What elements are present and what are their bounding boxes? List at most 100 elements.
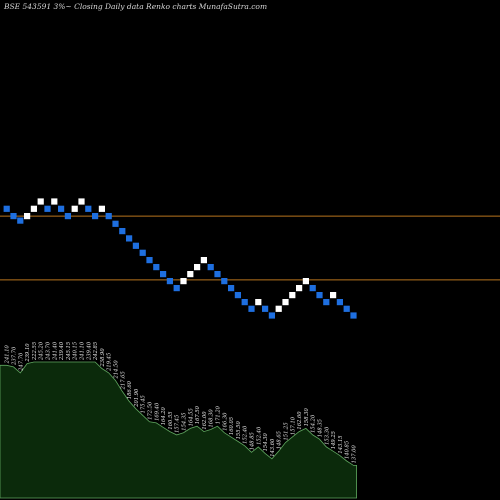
renko-brick [51, 198, 58, 205]
renko-brick [173, 285, 180, 292]
renko-brick [248, 305, 255, 312]
renko-brick [44, 205, 51, 212]
volume-area [0, 361, 357, 499]
renko-brick [241, 299, 248, 306]
brick-value-label: 214.50 [114, 360, 120, 380]
brick-value-label: 162.60 [297, 411, 303, 430]
brick-value-label: 166.30 [222, 412, 228, 431]
brick-value-label: 149.25 [331, 431, 337, 449]
brick-value-label: 172.50 [148, 401, 154, 420]
renko-brick [221, 278, 228, 285]
brick-value-label: 143.15 [338, 435, 344, 453]
renko-brick [282, 299, 289, 306]
brick-value-label: 151.25 [284, 422, 290, 440]
level-lines [0, 215, 500, 281]
brick-value-label: 237.70 [12, 346, 18, 366]
brick-value-label: 240.15 [73, 342, 79, 361]
renko-brick [228, 285, 235, 292]
renko-brick [194, 264, 201, 271]
brick-value-label: 154.35 [182, 413, 188, 431]
renko-brick [24, 213, 31, 220]
brick-value-label: 160.05 [229, 417, 235, 435]
brick-value-label: 148.65 [277, 431, 283, 449]
renko-bricks [3, 198, 357, 319]
renko-brick [139, 249, 146, 256]
brick-value-label: 239.10 [25, 343, 31, 363]
renko-brick [37, 198, 44, 205]
renko-brick [85, 205, 92, 212]
brick-value-label: 222.55 [32, 342, 38, 361]
renko-brick [207, 264, 214, 271]
renko-brick [309, 285, 316, 292]
renko-brick [146, 257, 153, 264]
renko-brick [126, 235, 133, 242]
brick-value-label: 160.55 [168, 411, 174, 429]
brick-value-label: 239.40 [59, 341, 65, 361]
renko-brick [166, 278, 173, 285]
renko-brick [316, 292, 323, 299]
renko-brick [160, 271, 167, 278]
renko-brick [132, 242, 139, 249]
brick-value-label: 241.10 [5, 344, 11, 364]
brick-value-label: 154.30 [263, 433, 269, 452]
volume-path [0, 361, 357, 499]
renko-brick [350, 312, 357, 319]
brick-value-label: 175.45 [141, 395, 147, 413]
brick-value-label: 152.40 [256, 426, 262, 445]
brick-value-label: 157.10 [290, 416, 296, 435]
brick-value-label: 137.00 [352, 445, 358, 464]
brick-value-label: 143.60 [270, 438, 276, 457]
brick-value-label: 245.20 [39, 341, 45, 361]
renko-brick [234, 292, 241, 299]
brick-value-label: 217.65 [120, 371, 126, 390]
renko-brick [302, 278, 309, 285]
renko-brick [30, 205, 37, 212]
renko-brick [275, 305, 282, 312]
brick-value-label: 164.55 [188, 408, 194, 426]
renko-brick [296, 285, 303, 292]
brick-value-label: 238.90 [100, 348, 106, 368]
brick-value-label: 148.85 [250, 432, 256, 450]
brick-value-label: 155.50 [236, 421, 242, 440]
brick-value-label: 242.85 [93, 342, 99, 361]
renko-brick [3, 205, 10, 212]
brick-value-label: 239.40 [86, 341, 92, 361]
brick-value-label: 148.35 [318, 419, 324, 437]
brick-value-label: 243.70 [46, 341, 52, 361]
brick-value-label: 140.85 [345, 441, 351, 459]
renko-brick [10, 213, 17, 220]
brick-value-label: 171.20 [216, 405, 222, 424]
renko-brick [255, 299, 262, 306]
renko-brick [98, 205, 105, 212]
renko-brick [78, 198, 85, 205]
brick-value-label: 154.20 [311, 414, 317, 433]
brick-value-label: 247.70 [18, 352, 24, 372]
brick-value-label: 158.30 [304, 408, 310, 427]
renko-brick [92, 213, 99, 220]
brick-value-label: 167.50 [195, 405, 201, 424]
renko-brick [200, 257, 207, 264]
brick-value-label: 164.20 [161, 406, 167, 425]
renko-brick [58, 205, 65, 212]
brick-value-label: 153.30 [324, 426, 330, 445]
renko-brick [71, 205, 78, 212]
renko-brick [180, 278, 187, 285]
brick-value-label: 219.45 [107, 353, 113, 372]
renko-brick [187, 271, 194, 278]
renko-brick [330, 292, 337, 299]
renko-brick [262, 305, 269, 312]
renko-brick [268, 312, 275, 319]
renko-brick [336, 299, 343, 306]
renko-brick [323, 299, 330, 306]
renko-brick [64, 213, 71, 220]
renko-brick [17, 217, 24, 224]
renko-brick [105, 213, 112, 220]
brick-value-label: 241.40 [52, 341, 58, 361]
brick-value-label: 152.40 [243, 425, 249, 444]
renko-brick [112, 220, 119, 227]
chart-title: BSE 543591 3%~ Closing Daily data Renko … [3, 2, 267, 11]
brick-value-label: 169.40 [154, 402, 160, 421]
brick-value-label: 168.30 [209, 409, 215, 428]
brick-value-label: 157.45 [175, 415, 181, 433]
renko-brick [289, 292, 296, 299]
